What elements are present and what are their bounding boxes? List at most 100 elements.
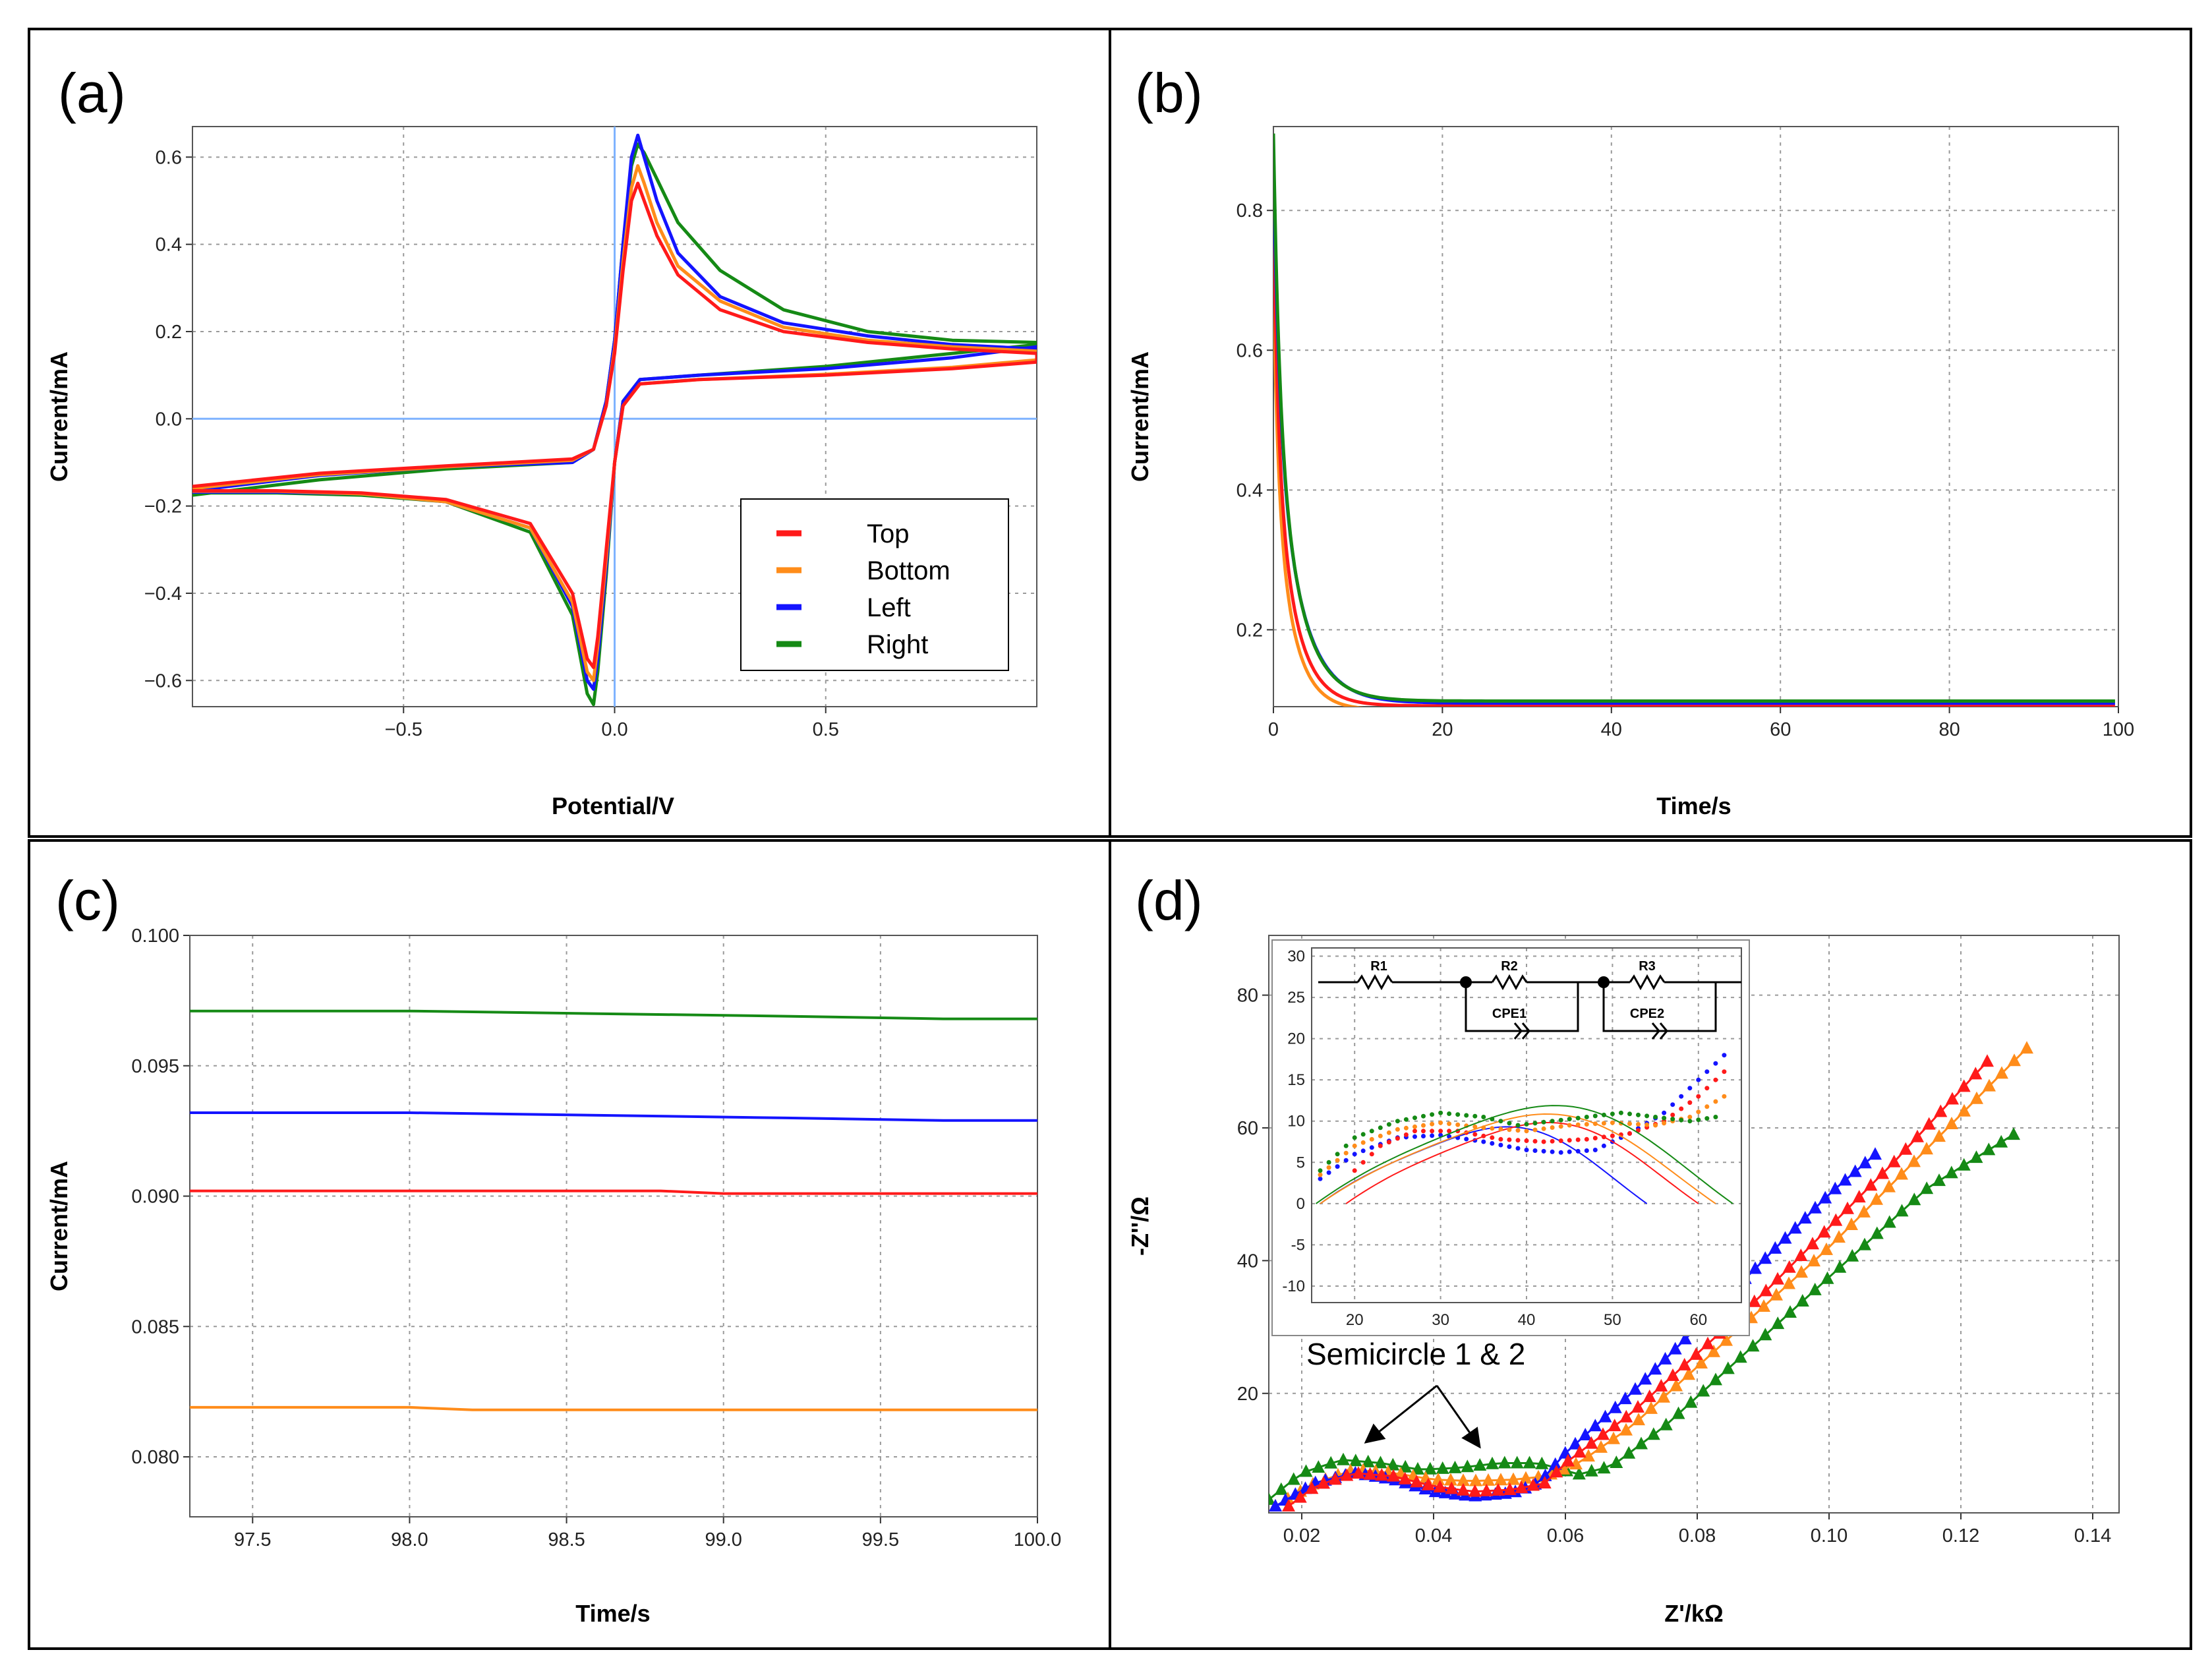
nyquist-point-bottom — [1557, 1461, 1570, 1475]
nyquist-point-top — [1515, 1481, 1528, 1494]
inset-dot-right — [1515, 1123, 1521, 1128]
legend-label-top: Top — [867, 519, 910, 548]
nyquist-point-right — [2007, 1127, 2020, 1140]
inset-dot-right — [1653, 1115, 1658, 1119]
panel-c-ylabel: Current/mA — [45, 1161, 73, 1291]
inset-dot-bottom — [1515, 1128, 1521, 1133]
inset-y-tick-label: 30 — [1287, 948, 1305, 966]
x-tick-label: 97.5 — [234, 1529, 271, 1550]
nyquist-point-top — [1457, 1483, 1470, 1496]
inset-dot-top — [1696, 1094, 1701, 1099]
inset-dot-bottom — [1490, 1126, 1495, 1131]
nyquist-point-left — [1648, 1362, 1662, 1375]
nyquist-point-right — [1448, 1460, 1462, 1473]
nyquist-point-bottom — [1933, 1129, 1946, 1142]
nyquist-point-top — [1829, 1213, 1843, 1226]
nyquist-point-bottom — [1594, 1440, 1608, 1453]
nyquist-point-top — [1689, 1347, 1703, 1360]
inset-dot-right — [1481, 1115, 1486, 1119]
x-tick-label: 0.02 — [1283, 1525, 1320, 1546]
y-tick-label: 0.2 — [1237, 620, 1263, 641]
panel-b-xlabel: Time/s — [1656, 792, 1731, 819]
nyquist-point-right — [1610, 1456, 1623, 1468]
inset-dot-top — [1532, 1138, 1538, 1144]
inset-dot-bottom — [1653, 1123, 1658, 1128]
inset-dot-left — [1558, 1150, 1563, 1155]
inset-dot-right — [1636, 1112, 1641, 1117]
panel-c-plot: 97.5 98.0 98.5 99.0 99.5 100.0 0.080 0.085 0.090… — [131, 926, 1061, 1550]
inset-dot-top — [1713, 1077, 1718, 1082]
inset-dot-right — [1592, 1113, 1598, 1119]
nyquist-point-right — [1659, 1417, 1673, 1430]
x-tick-label: 0.04 — [1415, 1525, 1452, 1546]
nyquist-point-right — [1349, 1454, 1362, 1467]
nyquist-point-right — [1870, 1226, 1884, 1239]
inset-dot-bottom — [1421, 1123, 1426, 1128]
inset-dot-right — [1378, 1125, 1383, 1131]
inset-dot-left — [1498, 1142, 1503, 1148]
legend-label-bottom: Bottom — [867, 556, 950, 585]
panel-a-series-layer — [192, 127, 1037, 707]
inset-dot-right — [1352, 1135, 1357, 1140]
inset-plot: 20 30 40 50 60 -10 -5 0 5 10 15 20 25 30 R1 R2 CPE1 R3 CPE… — [1271, 939, 1750, 1336]
inset-dot-top — [1592, 1136, 1598, 1140]
nyquist-point-top — [1468, 1484, 1482, 1497]
nyquist-point-left — [1569, 1436, 1582, 1450]
inset-dot-top — [1412, 1129, 1417, 1134]
inset-dot-bottom — [1687, 1115, 1693, 1119]
inset-dot-left — [1575, 1148, 1581, 1154]
nyquist-point-right — [1907, 1192, 1921, 1206]
inset-dot-left — [1662, 1110, 1667, 1115]
x-tick-label: 40 — [1601, 719, 1622, 740]
inset-x-tick-label: 30 — [1432, 1311, 1449, 1329]
inset-dot-top — [1369, 1152, 1374, 1157]
inset-dot-top — [1395, 1136, 1400, 1141]
y-tick-label: 80 — [1237, 986, 1258, 1007]
inset-y-tick-label: -10 — [1282, 1278, 1305, 1295]
inset-x-tick-label: 40 — [1518, 1311, 1536, 1329]
nyquist-point-bottom — [1695, 1356, 1708, 1368]
nyquist-point-left — [1538, 1468, 1552, 1481]
nyquist-point-left — [1778, 1231, 1792, 1244]
inset-dot-left — [1584, 1148, 1589, 1153]
inset-dot-left — [1524, 1148, 1529, 1152]
cpe-symbol-cpe2 — [1651, 1022, 1660, 1040]
inset-dot-top — [1722, 1069, 1727, 1074]
nyquist-point-top — [1422, 1477, 1435, 1490]
steady-series-bottom — [190, 1405, 1037, 1411]
inset-dot-top — [1507, 1137, 1512, 1142]
inset-dot-top — [1627, 1131, 1632, 1136]
nyquist-point-left — [1579, 1428, 1592, 1440]
nyquist-point-left — [1809, 1200, 1822, 1214]
plot-background — [1273, 127, 2118, 707]
nyquist-point-left — [1749, 1261, 1762, 1274]
resistor-r2 — [1491, 974, 1528, 991]
nyquist-point-right — [1697, 1384, 1710, 1397]
inset-dot-top — [1378, 1143, 1383, 1148]
inset-dot-bottom — [1378, 1133, 1383, 1138]
nyquist-point-bottom — [1519, 1471, 1532, 1484]
inset-dot-top — [1515, 1138, 1521, 1143]
inset-dot-left — [1601, 1143, 1606, 1148]
nyquist-point-top — [1340, 1468, 1354, 1481]
nyquist-point-left — [1798, 1211, 1812, 1224]
inset-dot-left — [1550, 1149, 1555, 1154]
inset-dot-right — [1430, 1112, 1435, 1117]
cpe-symbol-cpe2 — [1659, 1022, 1668, 1040]
inset-dot-top — [1438, 1129, 1443, 1134]
inset-dot-top — [1524, 1138, 1529, 1143]
inset-dot-bottom — [1644, 1122, 1650, 1127]
inset-dot-bottom — [1713, 1099, 1718, 1104]
inset-dot-right — [1644, 1113, 1650, 1119]
inset-dot-right — [1713, 1115, 1718, 1119]
nyquist-point-top — [1352, 1466, 1365, 1479]
inset-dot-right — [1601, 1112, 1606, 1117]
panel-a-legend: Top Bottom Left Right — [740, 498, 1009, 671]
nyquist-point-top — [1677, 1357, 1691, 1370]
circuit-label-cpe2: CPE2 — [1630, 1007, 1664, 1021]
y-tick-label: −0.6 — [144, 670, 182, 691]
inset-dot-right — [1386, 1122, 1391, 1127]
nyquist-point-right — [1808, 1282, 1822, 1295]
nyquist-point-top — [1957, 1079, 1971, 1092]
inset-dot-right — [1326, 1160, 1331, 1165]
